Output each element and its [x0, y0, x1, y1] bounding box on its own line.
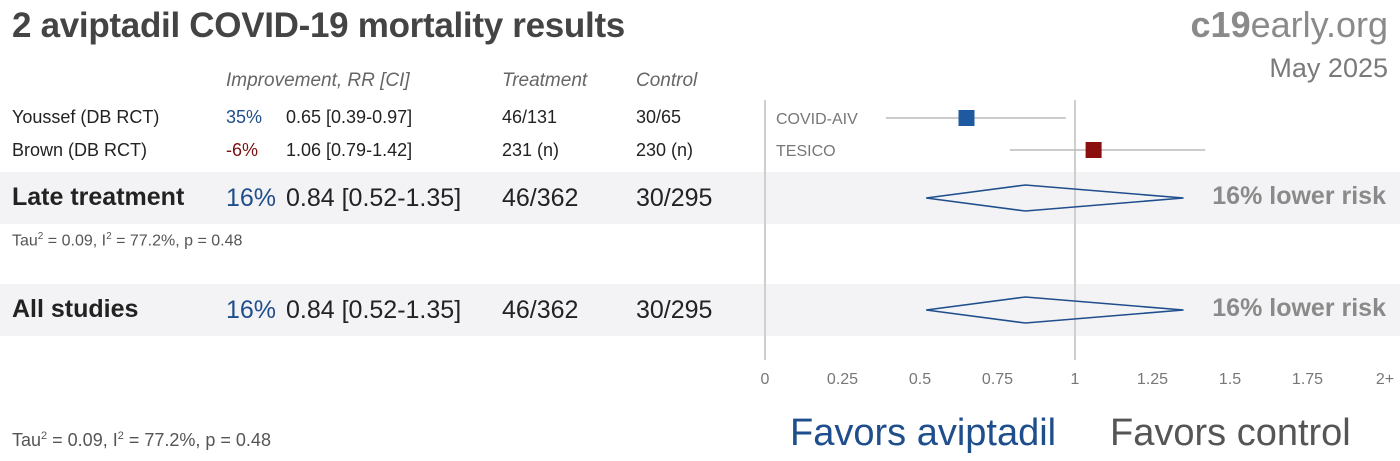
col-improvement: Improvement, RR [CI]	[226, 70, 410, 91]
report-date: May 2025	[1269, 53, 1388, 83]
tick-label: 0	[761, 371, 770, 388]
tick-label: 1.5	[1219, 371, 1241, 388]
point-estimate	[1085, 142, 1102, 158]
trial-label: TESICO	[776, 143, 836, 160]
summary-diamond	[926, 184, 1184, 212]
tick-label: 1.75	[1292, 371, 1323, 388]
brand-logo[interactable]: c19early.org	[1191, 4, 1388, 46]
overall-control: 30/295	[636, 296, 713, 324]
col-control: Control	[636, 70, 698, 91]
study-rr-ci: 0.65 [0.39-0.97]	[286, 107, 413, 127]
point-estimate	[958, 110, 975, 126]
overall-improvement: 16%	[226, 296, 277, 324]
subgroup-stats: Tau2 = 0.09, I2 = 77.2%, p = 0.48	[12, 231, 243, 250]
study-treatment: 46/131	[502, 107, 558, 127]
overall-effect-text: 16% lower risk	[1212, 294, 1386, 322]
tick-label: 1.25	[1137, 371, 1168, 388]
subgroup-treatment: 46/362	[502, 184, 579, 212]
tick-label: 2+	[1376, 371, 1394, 388]
subgroup-rr-ci: 0.84 [0.52-1.35]	[286, 184, 462, 212]
favors-treatment-label: Favors aviptadil	[790, 412, 1057, 454]
study-control: 30/65	[636, 107, 682, 127]
brand-rest: early.org	[1250, 4, 1388, 45]
overall-name[interactable]: All studies	[12, 295, 139, 323]
subgroup-control: 30/295	[636, 184, 713, 212]
overall-stats: Tau2 = 0.09, I2 = 77.2%, p = 0.48	[12, 430, 271, 450]
subgroup-band	[0, 172, 1400, 224]
study-improvement: 35%	[226, 107, 263, 127]
tick-label: 0.5	[909, 371, 931, 388]
col-treatment: Treatment	[502, 70, 588, 91]
trial-label: COVID-AIV	[776, 111, 858, 128]
study-name[interactable]: Youssef (DB RCT)	[12, 107, 160, 127]
subgroup-effect-text: 16% lower risk	[1212, 182, 1386, 210]
study-control: 230 (n)	[636, 140, 694, 160]
tick-label: 0.75	[982, 371, 1013, 388]
overall-treatment: 46/362	[502, 296, 579, 324]
study-treatment: 231 (n)	[502, 140, 560, 160]
overall-band	[0, 284, 1400, 336]
tick-label: 0.25	[827, 371, 858, 388]
study-name[interactable]: Brown (DB RCT)	[12, 140, 148, 160]
subgroup-name[interactable]: Late treatment	[12, 183, 185, 211]
overall-rr-ci: 0.84 [0.52-1.35]	[286, 296, 462, 324]
study-improvement: -6%	[226, 140, 259, 160]
page-title: 2 aviptadil COVID-19 mortality results	[12, 6, 625, 45]
subgroup-improvement: 16%	[226, 184, 277, 212]
favors-control-label: Favors control	[1110, 412, 1351, 454]
summary-diamond	[926, 296, 1184, 324]
study-rr-ci: 1.06 [0.79-1.42]	[286, 140, 413, 160]
brand-bold: c19	[1190, 4, 1251, 45]
tick-label: 1	[1071, 371, 1080, 388]
